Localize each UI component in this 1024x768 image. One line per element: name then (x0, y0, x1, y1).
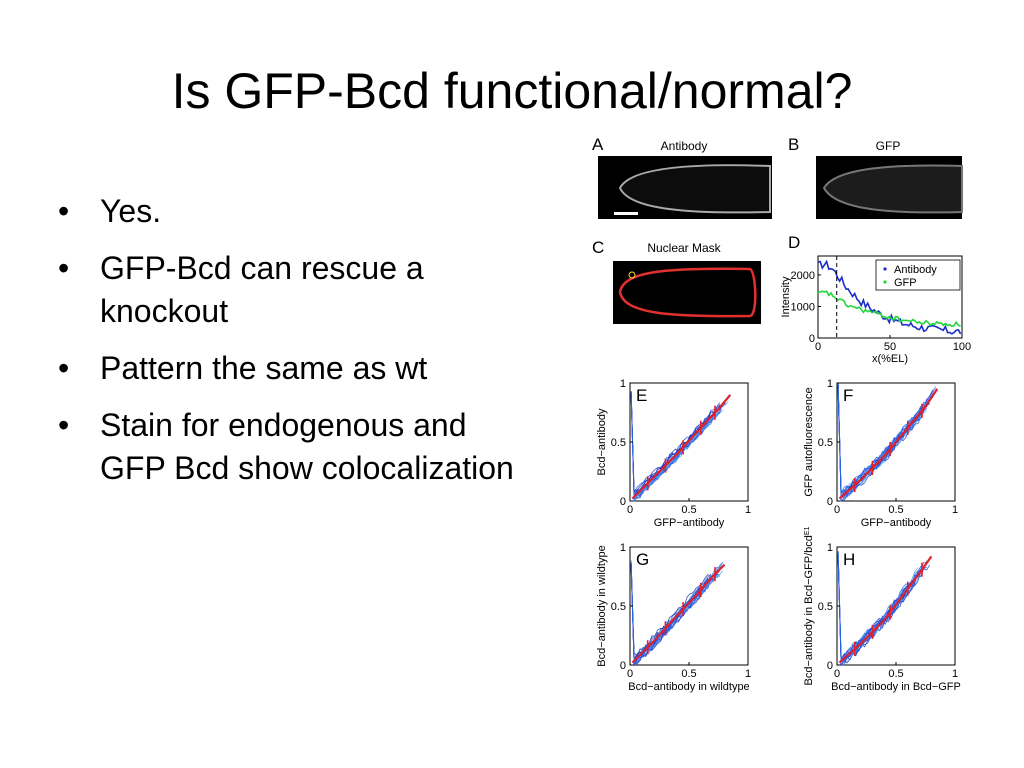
y-tick-label: 0.5 (818, 601, 833, 613)
panel-letter: E (636, 386, 647, 405)
y-tick-label: 1 (620, 378, 626, 390)
data-trace (837, 396, 927, 502)
x-tick-label: 0 (815, 341, 821, 353)
y-tick-label: 0 (827, 660, 833, 672)
x-tick-label: 0.5 (681, 504, 696, 516)
y-tick-label: 0 (620, 496, 626, 508)
legend-marker (883, 280, 887, 284)
micrograph-antibody (598, 156, 772, 219)
y-tick-label: 1000 (791, 301, 815, 313)
x-tick-label: 1 (952, 668, 958, 680)
x-axis-label: Bcd−antibody in wildtype (628, 681, 749, 693)
y-axis-label: Intensity (780, 276, 792, 317)
slide-title: Is GFP-Bcd functional/normal? (171, 63, 853, 119)
bullet-item: Yes. (58, 190, 538, 233)
y-axis-label: GFP autofluorescence (803, 387, 815, 496)
bullet-item: Pattern the same as wt (58, 347, 538, 390)
y-tick-label: 0.5 (818, 437, 833, 449)
scatter-chart-f: F 00 0.5 0.5 1 1 GFP−antibody GFP autofluoresce… (803, 378, 958, 529)
legend-marker (883, 267, 887, 271)
y-tick-label: 2000 (791, 270, 815, 282)
bullet-item: Stain for endogenous and GFP Bcd show co… (58, 404, 538, 490)
x-tick-label: 1 (745, 504, 751, 516)
x-tick-label: 0 (834, 668, 840, 680)
y-tick-label: 0.5 (611, 437, 626, 449)
panel-letter: H (843, 550, 855, 569)
mean-line (631, 394, 732, 500)
data-trace (837, 388, 927, 503)
micrograph-gfp (816, 156, 963, 219)
panel-letter: G (636, 550, 649, 569)
y-tick-label: 1 (620, 542, 626, 554)
y-axis-label: Bcd−antibody (596, 408, 608, 475)
legend-label: GFP (894, 277, 917, 289)
panel-letter-a: A (592, 135, 604, 154)
y-axis-label: Bcd−antibody in wildtype (596, 545, 608, 666)
panel-letter-c: C (592, 238, 604, 257)
panel-letter: F (843, 386, 853, 405)
y-tick-label: 1 (827, 542, 833, 554)
intensity-profile-chart: 0 50 100010002000x(%EL)IntensityAntibodyGF… (780, 255, 971, 365)
micrograph-nuclear-mask (613, 261, 761, 324)
bullet-item: GFP-Bcd can rescue a knockout (58, 247, 538, 333)
y-axis-label-superscript: E1 (804, 526, 811, 535)
x-tick-label: 100 (953, 341, 971, 353)
x-axis-label: x(%EL) (872, 353, 908, 365)
x-tick-label: 0.5 (888, 504, 903, 516)
data-trace (837, 562, 927, 662)
data-trace (630, 564, 712, 665)
panel-title-a: Antibody (661, 139, 708, 153)
panel-title-b: GFP (876, 139, 901, 153)
x-tick-label: 0 (834, 504, 840, 516)
y-tick-label: 0.5 (611, 601, 626, 613)
data-trace (630, 394, 721, 498)
mean-line (838, 388, 939, 500)
panel-letter-b: B (788, 135, 799, 154)
x-tick-label: 0.5 (681, 668, 696, 680)
data-trace (630, 391, 718, 492)
x-tick-label: 0.5 (888, 668, 903, 680)
x-tick-label: 1 (952, 504, 958, 516)
y-axis-label: Bcd−antibody in Bcd−GFP/bcdE1 (803, 526, 815, 685)
y-tick-label: 0 (827, 496, 833, 508)
x-tick-label: 1 (745, 668, 751, 680)
legend-label: Antibody (894, 264, 937, 276)
x-axis-label: Bcd−antibody in Bcd−GFP (831, 681, 961, 693)
x-tick-label: 50 (884, 341, 896, 353)
bullet-list: Yes. GFP-Bcd can rescue a knockout Patte… (58, 190, 538, 504)
x-axis-label: GFP−antibody (654, 517, 725, 529)
x-axis-label: GFP−antibody (861, 517, 932, 529)
data-trace (630, 563, 712, 657)
panel-letter-d: D (788, 233, 800, 252)
legend-box (875, 259, 961, 291)
y-tick-label: 0 (620, 660, 626, 672)
series-line (817, 259, 962, 335)
scatter-chart-e: E 00 0.5 0.5 1 1 GFP−antibody Bcd−antibody (596, 378, 751, 529)
y-tick-label: 1 (827, 378, 833, 390)
figure-panel: A Antibody B GFP C Nuclear Mask D 0 50 100… (580, 130, 980, 710)
panel-title-c: Nuclear Mask (647, 241, 721, 255)
figure-svg: A Antibody B GFP C Nuclear Mask D 0 50 100… (592, 135, 971, 693)
x-tick-label: 0 (627, 668, 633, 680)
series-line (817, 290, 961, 328)
x-tick-label: 0 (627, 504, 633, 516)
y-tick-label: 0 (809, 333, 815, 345)
